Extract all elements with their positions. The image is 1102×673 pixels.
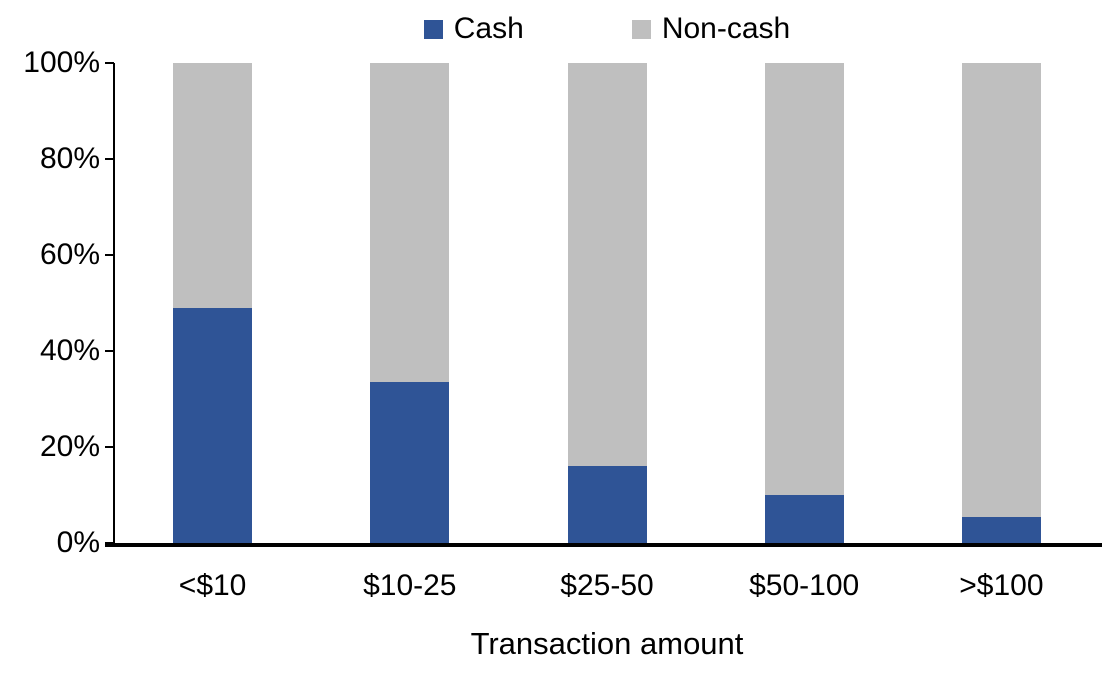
bar-segment-non-cash [370,63,450,383]
legend-label-non-cash: Non-cash [661,12,791,45]
x-axis-line [105,543,1102,547]
x-tick-label: <$10 [178,569,247,602]
y-axis-line [113,63,115,547]
y-tick-label: 100% [23,46,100,79]
bar-segment-non-cash [567,63,647,467]
legend-item-non-cash: Non-cash [631,11,791,47]
y-tick-label: 60% [39,238,100,271]
legend-label-cash: Cash [453,12,524,45]
y-tick-mark [105,254,114,256]
cash-swatch-icon [423,19,443,39]
x-tick-label: $50-100 [749,569,860,602]
x-tick-label: $25-50 [560,569,654,602]
x-tick-label: >$100 [959,569,1044,602]
y-tick-label: 80% [39,142,100,175]
y-tick-mark [105,446,114,448]
y-tick-label: 0% [56,526,100,559]
bar-segment-non-cash [173,63,253,308]
plot-area [114,63,1100,543]
bar-segment-cash [961,516,1041,543]
y-tick-mark [105,62,114,64]
x-axis-title: Transaction amount [470,626,744,661]
x-tick-label: $10-25 [363,569,457,602]
bar-segment-non-cash [961,63,1041,517]
bar-segment-cash [370,382,450,543]
chart-legend: Cash Non-cash [114,8,1100,50]
bar-segment-non-cash [764,63,844,495]
y-tick-label: 20% [39,430,100,463]
y-tick-mark [105,158,114,160]
non-cash-swatch-icon [631,19,651,39]
legend-item-cash: Cash [423,11,524,47]
bar-segment-cash [567,466,647,543]
bar-segment-cash [173,307,253,543]
bar-segment-cash [764,495,844,543]
y-tick-mark [105,350,114,352]
y-tick-label: 40% [39,334,100,367]
